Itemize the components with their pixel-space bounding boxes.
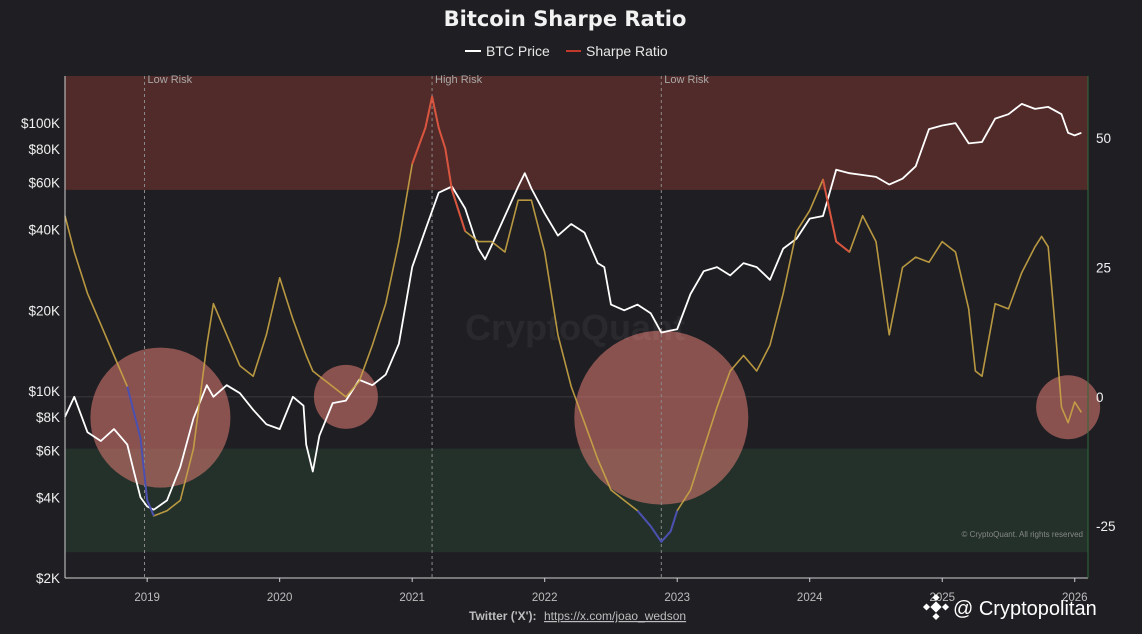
y-left-tick-label: $100K [21,116,60,131]
y-right-tick-label: 50 [1096,131,1111,146]
high-risk-zone [65,76,1088,190]
y-left-tick-label: $2K [36,571,60,586]
chart-title: Bitcoin Sharpe Ratio [444,7,687,31]
watermark-text: CryptoQuant [465,307,685,348]
y-left-tick-label: $60K [28,176,60,191]
x-tick-label: 2020 [267,592,293,604]
highlight-circle [90,347,231,488]
x-tick-label: 2021 [399,592,425,604]
credit-label: Twitter ('X'): [469,609,536,623]
btc-price-line [64,103,1082,511]
sharpe-segment-highlight [126,386,155,517]
risk-zones [65,76,1088,553]
y-right-tick-label: -25 [1096,519,1116,534]
credit: Twitter ('X'): https://x.com/joao_wedson [469,609,686,623]
y-left-tick-label: $6K [36,443,60,458]
event-label: Low Risk [664,74,709,86]
legend-label-sharpe: Sharpe Ratio [586,43,668,59]
highlight-circle [574,330,749,505]
series-lines [64,95,1083,543]
event-label: High Risk [435,74,483,86]
brand-text: @ Cryptopolitan [953,598,1097,620]
x-tick-label: 2019 [134,592,160,604]
sharpe-segment-highlight [411,95,467,232]
event-label: Low Risk [148,74,193,86]
low-risk-zone [65,448,1088,553]
y-right-tick-label: 0 [1096,390,1104,405]
x-tick-label: 2026 [1062,592,1088,604]
credit-link[interactable]: https://x.com/joao_wedson [544,609,686,623]
y-left-tick-label: $4K [36,490,60,505]
axes: $2K $4K $6K $8K $10K $20K $40K $60K $80K $100K -25… [21,76,1116,604]
highlight-circle [1036,375,1101,440]
legend-label-btc: BTC Price [486,43,550,59]
rights-text: © CryptoQuant. All rights reserved [962,530,1084,539]
y-left-tick-label: $40K [28,223,60,238]
x-tick-label: 2022 [532,592,558,604]
sharpe-segment-highlight [636,510,679,543]
y-left-tick-label: $20K [28,303,60,318]
highlight-circles [90,330,1101,505]
x-tick-label: 2023 [664,592,690,604]
y-left-tick-label: $80K [28,142,60,157]
legend: BTC Price Sharpe Ratio [465,43,668,59]
y-left-tick-label: $8K [36,410,60,425]
y-right-tick-label: 25 [1096,260,1111,275]
y-left-tick-label: $10K [28,384,60,399]
x-tick-label: 2024 [797,592,823,604]
watermark-group: CryptoQuant [465,307,685,348]
sharpe-segment-highlight [822,179,851,253]
sharpe-ratio-line [64,95,1083,543]
event-markers: Low Risk High Risk Low Risk [144,74,709,578]
